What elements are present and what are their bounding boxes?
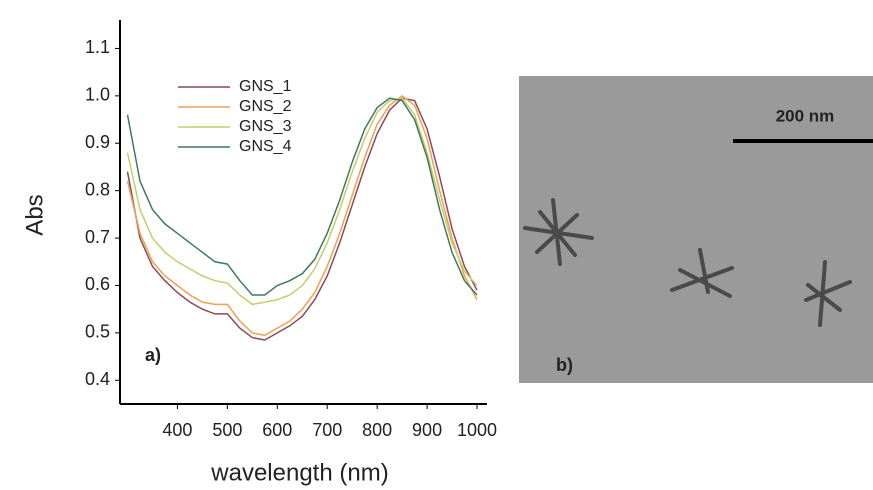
y-tick-label: 0.4: [85, 369, 110, 389]
panel-label: a): [145, 345, 161, 365]
x-axis-label: wavelength (nm): [210, 459, 388, 486]
spectrum-line: [126, 94, 478, 337]
legend-label: GNS_4: [239, 138, 292, 155]
spectrum-line: [126, 97, 478, 296]
x-tick-label: 500: [212, 420, 242, 440]
nanostar: [804, 260, 852, 327]
scale-bar-label: 200 nm: [776, 106, 835, 125]
y-tick-label: 0.7: [85, 227, 110, 247]
nanostar: [523, 198, 594, 266]
micrograph: [519, 76, 873, 383]
y-tick-label: 0.6: [85, 274, 110, 294]
x-tick-label: 700: [312, 420, 342, 440]
y-tick-label: 0.8: [85, 179, 110, 199]
y-axis-label: Abs: [21, 194, 48, 235]
y-tick-label: 0.9: [85, 132, 110, 152]
x-tick-label: 1000: [457, 420, 497, 440]
y-tick-label: 0.5: [85, 322, 110, 342]
panel-label: b): [556, 355, 573, 375]
x-tick-label: 800: [362, 420, 392, 440]
nanostar: [670, 248, 734, 298]
spectrum-line: [126, 97, 478, 306]
legend-label: GNS_3: [239, 118, 292, 135]
x-tick-label: 400: [162, 420, 192, 440]
tem-image: 200 nm b): [519, 76, 873, 383]
x-tick-label: 900: [412, 420, 442, 440]
legend-label: GNS_2: [239, 98, 292, 115]
y-tick-label: 1.0: [85, 85, 110, 105]
spectrum-line: [126, 97, 478, 341]
y-tick-label: 1.1: [85, 37, 110, 57]
legend-label: GNS_1: [239, 78, 292, 95]
x-tick-label: 600: [262, 420, 292, 440]
